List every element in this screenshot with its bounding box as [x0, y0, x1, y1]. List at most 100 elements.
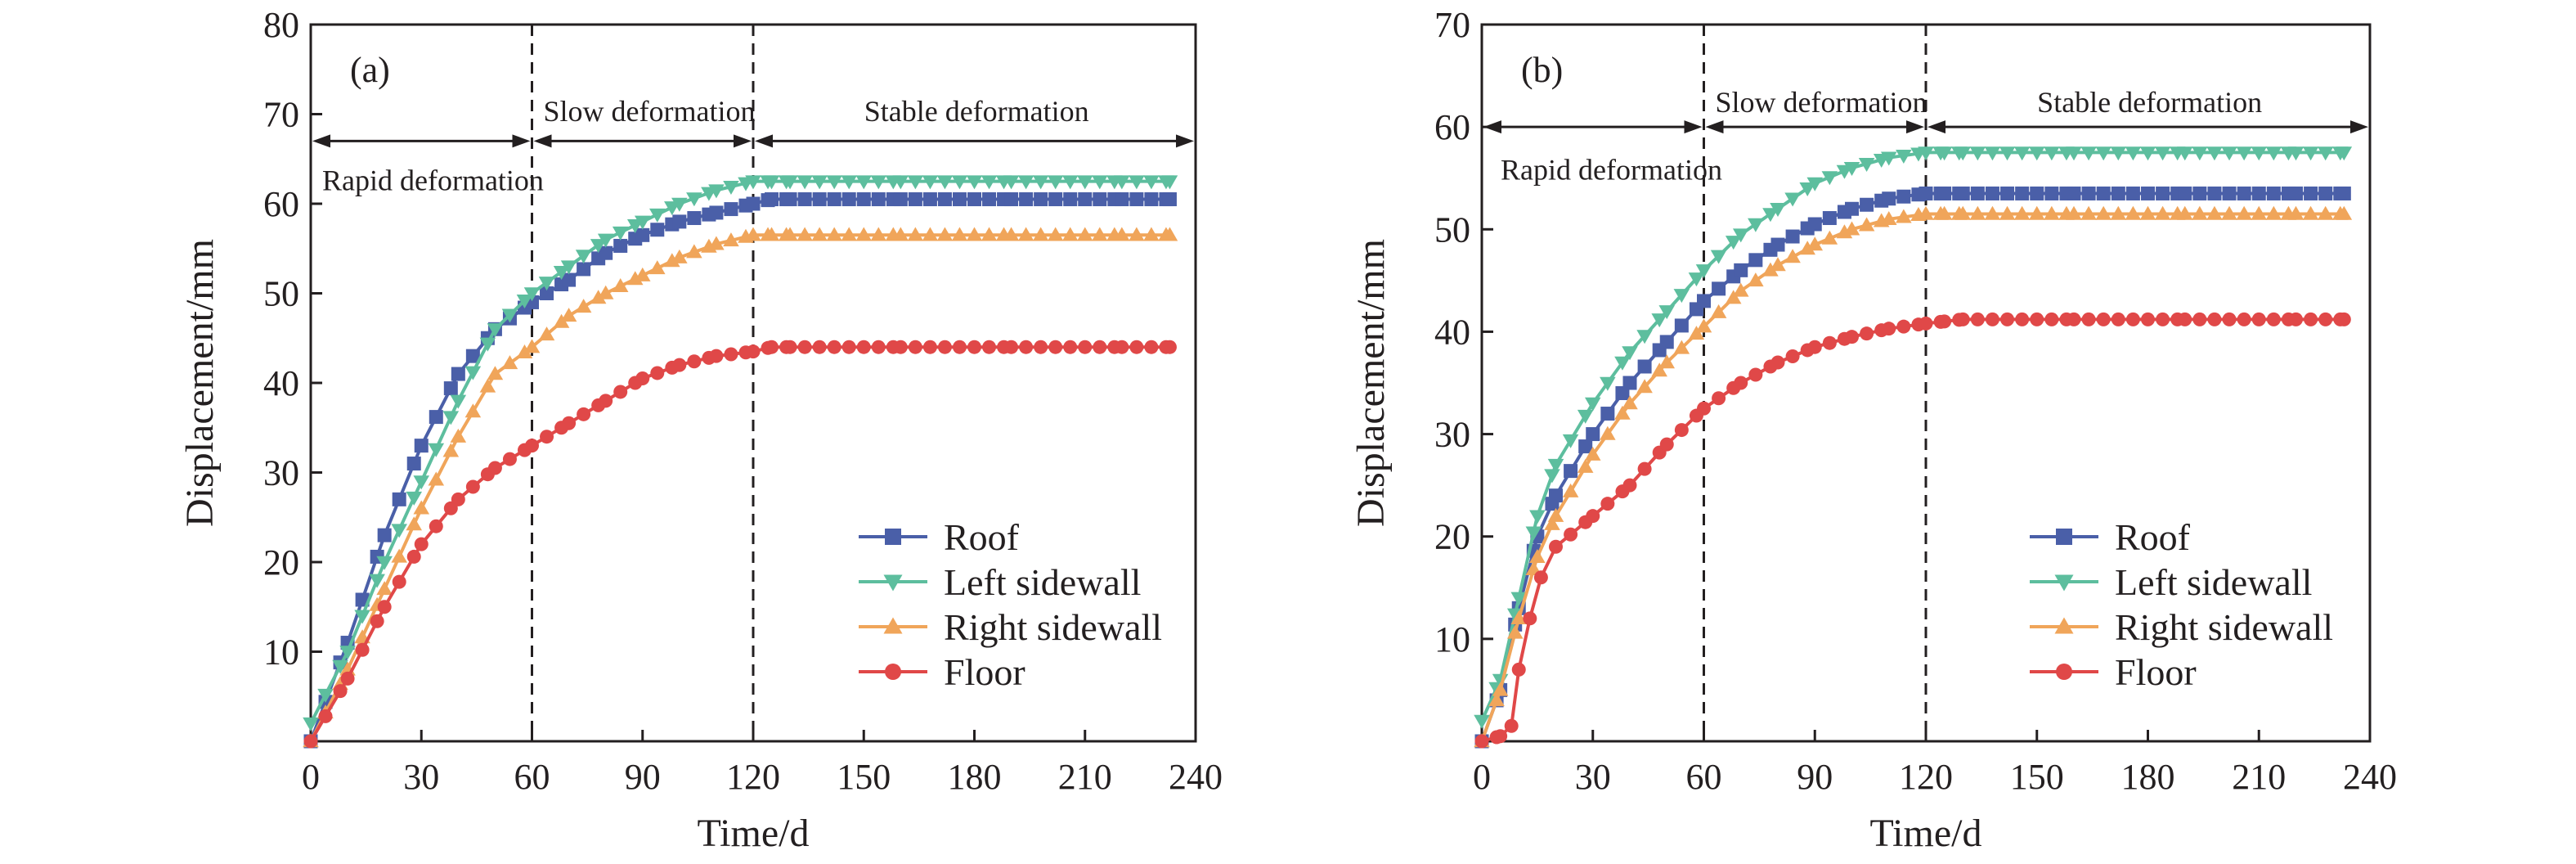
chart-a-series-floor-point	[577, 407, 591, 421]
chart-b-series-floor-point	[1748, 367, 1763, 382]
chart-b-series-right-sidewall-point	[2251, 205, 2268, 220]
chart-b-series-right-sidewall-point	[1821, 230, 1838, 245]
chart-b-series-floor-point	[1511, 662, 1526, 677]
chart-a-series-left-sidewall-point	[811, 175, 828, 190]
chart-a-series-floor-point	[502, 452, 517, 466]
chart-b-x-tick-label: 90	[1797, 757, 1833, 797]
chart-a-series-roof-point	[893, 192, 908, 207]
chart-b-series-left-sidewall-point	[1474, 714, 1490, 729]
chart-a-series-left-sidewall-point	[450, 394, 467, 409]
chart-a-series-floor-point	[967, 340, 981, 354]
chart-b-series-left-sidewall-point	[2066, 146, 2082, 161]
chart-b-series-right-sidewall-point	[1725, 290, 1742, 304]
chart-b-phase-label: Slow deformation	[1716, 86, 1928, 119]
chart-a-series-floor-point	[687, 354, 702, 369]
chart-a-series-right-sidewall-point	[1061, 227, 1079, 241]
chart-b-series-floor-point	[2336, 312, 2351, 326]
chart-a-series-roof-point	[812, 192, 827, 207]
chart-b-series-left-sidewall-point	[1821, 171, 1838, 186]
chart-a-legend-label: Left sidewall	[944, 561, 1141, 603]
chart-b-series-right-sidewall-point	[2095, 205, 2112, 220]
chart-b-series-roof-point	[1564, 464, 1578, 479]
chart-b-y-tick-label: 50	[1434, 209, 1470, 250]
chart-a-series-roof-point	[1162, 192, 1177, 207]
chart-a-series-right-sidewall-point	[826, 227, 842, 241]
chart-a-series-right-sidewall-point	[1161, 227, 1178, 241]
chart-b-x-tick-label: 150	[2010, 757, 2064, 797]
chart-a-legend-swatch-marker	[885, 664, 901, 680]
chart-b-series-floor-point	[1674, 423, 1689, 438]
chart-b-legend-label: Floor	[2115, 651, 2197, 693]
chart-b-series-left-sidewall-point	[1748, 218, 1764, 232]
chart-b-series-right-sidewall-point	[1799, 241, 1815, 255]
chart-a-series-right-sidewall-point	[763, 227, 780, 241]
chart-b-series-floor-point	[1734, 376, 1748, 390]
chart-a-series-left-sidewall-point	[303, 717, 319, 731]
chart-a-series-roof-point	[577, 262, 591, 277]
chart-b-series-floor-point	[2081, 312, 2096, 326]
chart-a-series-roof-point	[1034, 192, 1048, 207]
chart-b-series-floor-point	[1637, 461, 1652, 476]
chart-a-series-left-sidewall-point	[966, 175, 983, 190]
chart-b-series-roof-point	[1919, 186, 1933, 200]
chart-a-series-roof-point	[650, 223, 665, 237]
chart-a-series-floor-point	[650, 366, 665, 380]
chart-a-legend-entry: Floor	[859, 651, 1025, 693]
chart-a-series-left-sidewall-point	[841, 175, 857, 190]
chart-a-series-right-sidewall	[303, 227, 1178, 748]
chart-a-series-floor-point	[414, 537, 429, 551]
chart-b-series-right-sidewall-point	[1688, 326, 1705, 340]
chart-a-phase-label: Stable deformation	[864, 95, 1089, 128]
chart-b-series-left-sidewall-point	[1636, 330, 1653, 344]
chart-b-series-left-sidewall-point	[1799, 182, 1815, 197]
chart-a-y-axis-title: Displacement/mm	[178, 239, 222, 527]
chart-a-series-left-sidewall-point	[1017, 175, 1034, 190]
chart-a-x-tick-label: 120	[726, 757, 780, 797]
chart-a-series-right-sidewall-point	[376, 581, 393, 596]
chart-b-series-left-sidewall-point	[1614, 356, 1631, 371]
chart-b-series-roof-point	[2156, 186, 2170, 200]
chart-a-series-right-sidewall-point	[811, 227, 828, 241]
chart-b-series-right-sidewall-point	[1673, 340, 1690, 354]
chart-a-series-left-sidewall-point	[1003, 175, 1020, 190]
chart-b-series-right-sidewall-point	[2066, 205, 2082, 220]
chart-a-series-floor-point	[952, 340, 967, 354]
chart-a-series-right-sidewall-point	[686, 244, 702, 259]
chart-a-series-floor-point	[465, 479, 480, 494]
chart-a-x-tick-label: 150	[837, 757, 891, 797]
chart-a-series-floor-point	[1048, 340, 1063, 354]
chart-b-series-left-sidewall-point	[2317, 146, 2334, 161]
chart-b-series-roof-point	[1659, 335, 1674, 349]
chart-b-series-left-sidewall-point	[2251, 146, 2268, 161]
chart-b-series-floor-point	[1523, 611, 1537, 626]
chart-b-series-right-sidewall-point	[2192, 205, 2208, 220]
chart-a-series-roof-point	[982, 192, 997, 207]
chart-a-series-right-sidewall-point	[612, 277, 629, 292]
chart-b-series-right-sidewall-point	[1984, 205, 2001, 220]
chart-b-y-tick-label: 40	[1434, 312, 1470, 352]
chart-a-series-right-sidewall-line	[309, 233, 1170, 742]
chart-b-series-right-sidewall-point	[1488, 692, 1505, 707]
chart-b-series-roof-point	[2251, 186, 2266, 200]
chart-b-series-left-sidewall-point	[1762, 208, 1779, 223]
chart-b-series-roof-point	[1770, 237, 1785, 252]
chart-a-legend-label: Right sidewall	[944, 606, 1162, 648]
chart-a-series-right-sidewall-point	[870, 227, 887, 241]
chart-b-series-left-sidewall-point	[1880, 151, 1897, 166]
chart-b-series-roof-point	[1845, 201, 1859, 216]
chart-b-series-left-sidewall-point	[1547, 458, 1564, 473]
chart-a-series-floor-point	[1034, 340, 1048, 354]
chart-b-series-floor-point	[2000, 312, 2015, 326]
chart-b-x-tick-label: 180	[2121, 757, 2175, 797]
chart-a-series-floor-point	[908, 340, 922, 354]
chart-b-series-right-sidewall-point	[2317, 205, 2334, 220]
chart-a-series-roof-point	[392, 492, 406, 506]
chart-b-y-tick-label: 30	[1434, 415, 1470, 455]
chart-a-x-tick-label: 210	[1058, 757, 1112, 797]
chart-a-y-tick-label: 30	[263, 453, 299, 493]
chart-a-series-right-sidewall-point	[907, 227, 924, 241]
chart-a-series-floor-point	[827, 340, 841, 354]
chart-b-legend-label: Roof	[2115, 516, 2191, 558]
chart-a-series-floor-point	[392, 574, 406, 589]
